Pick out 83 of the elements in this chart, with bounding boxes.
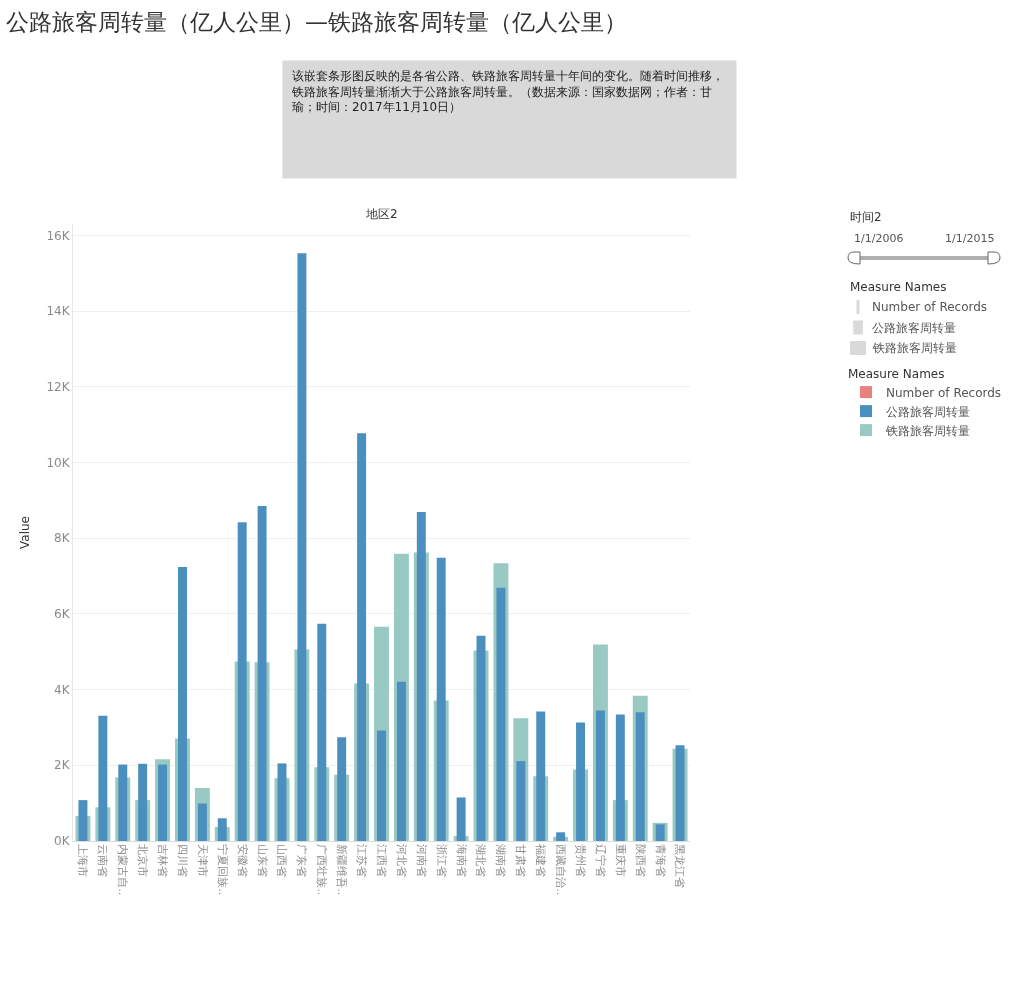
y-tick-label: 2K (54, 758, 71, 773)
x-tick-label: 青海省 (653, 844, 667, 878)
bar (158, 764, 168, 841)
x-tick-label: 内蒙古自.. (116, 844, 130, 896)
x-tick-label: 四川省 (175, 844, 189, 878)
bar (595, 710, 605, 841)
x-tick-label: 河北省 (394, 844, 408, 878)
x-tick-label: 安徽省 (235, 844, 249, 878)
text: Measure Names (850, 280, 947, 294)
x-tick-label: 新疆维吾.. (335, 844, 349, 896)
legend-label: 公路旅客周转量 (886, 404, 970, 419)
bar (516, 761, 526, 841)
bar (436, 557, 446, 841)
x-tick-label: 海南省 (454, 844, 468, 878)
bar (496, 587, 506, 841)
x-axis-title: 地区2 (365, 207, 398, 221)
text: 该嵌套条形图反映的是各省公路、铁路旅客周转量十年间的变化。随着时间推移，铁路旅客周转量渐渐大于公路旅客周转量。（数据来源：国家数据网；作者：甘瑜；时间：2017年11月10日） (291, 69, 724, 115)
y-tick-label: 16K (46, 228, 71, 243)
bar (98, 715, 108, 841)
x-tick-label: 福建省 (534, 844, 548, 878)
y-tick-label: 14K (46, 304, 71, 319)
x-tick-label: 河南省 (414, 844, 428, 878)
bar (277, 763, 287, 841)
text: 1/1/2015 (945, 232, 995, 245)
x-tick-label: 广西壮族.. (315, 844, 329, 896)
x-tick-label: 陕西省 (633, 844, 647, 878)
bar (317, 623, 327, 841)
x-tick-label: 湖南省 (494, 844, 508, 878)
x-tick-label: 湖北省 (474, 844, 488, 878)
bar (536, 711, 546, 841)
bar (78, 800, 88, 841)
bar (237, 522, 247, 841)
x-tick-label: 辽宁省 (593, 844, 607, 878)
bar (416, 512, 426, 841)
legend-label: Number of Records (886, 385, 1002, 400)
legend-title: Measure Names (848, 366, 945, 381)
bar (138, 763, 148, 841)
bar (556, 832, 566, 841)
x-tick-label: 江苏省 (355, 844, 369, 878)
text: 时间2 (850, 210, 882, 224)
bar (118, 764, 128, 841)
bar (576, 722, 586, 841)
legend-label: 铁路旅客周转量 (885, 423, 970, 438)
y-tick-label: 4K (54, 682, 71, 697)
x-tick-label: 山西省 (275, 844, 289, 878)
bar (197, 803, 207, 841)
x-tick-label: 天津市 (195, 844, 209, 878)
y-axis-title: Value (17, 516, 32, 549)
y-tick-label: 10K (46, 455, 71, 470)
bar (377, 730, 386, 841)
x-tick-label: 贵州省 (573, 844, 587, 878)
y-tick-label: 0K (54, 834, 71, 849)
bar (177, 566, 187, 841)
bar (396, 681, 406, 841)
x-tick-label: 山东省 (255, 844, 269, 878)
y-tick-label: 8K (54, 531, 71, 546)
text: 铁路旅客周转量 (872, 341, 957, 355)
x-tick-label: 重庆市 (613, 844, 627, 878)
bar (635, 712, 645, 841)
x-tick-label: 江西省 (374, 844, 388, 878)
x-tick-label: 宁夏回族.. (215, 844, 229, 896)
text: 1/1/2006 (854, 232, 904, 245)
x-tick-label: 北京市 (136, 844, 150, 878)
bar (217, 818, 227, 841)
bar (337, 737, 347, 841)
x-tick-label: 甘肃省 (514, 844, 528, 878)
bar (357, 433, 367, 841)
x-tick-label: 吉林省 (155, 844, 169, 878)
bar (297, 253, 307, 841)
y-tick-label: 6K (54, 607, 71, 622)
x-tick-label: 上海市 (76, 844, 90, 878)
bar (257, 506, 267, 841)
y-tick-label: 12K (46, 379, 71, 394)
bar (615, 714, 625, 841)
x-tick-label: 广东省 (295, 844, 309, 878)
x-tick-label: 云南省 (96, 844, 110, 878)
chart-title: 公路旅客周转量（亿人公里）—铁路旅客周转量（亿人公里） (6, 9, 627, 36)
x-tick-label: 西藏自治.. (554, 844, 568, 896)
text: 公路旅客周转量 (872, 321, 956, 335)
x-tick-label: 浙江省 (434, 844, 448, 878)
bar (456, 797, 466, 841)
text: Number of Records (872, 300, 988, 314)
x-tick-label: 黑龙江省 (673, 844, 687, 889)
